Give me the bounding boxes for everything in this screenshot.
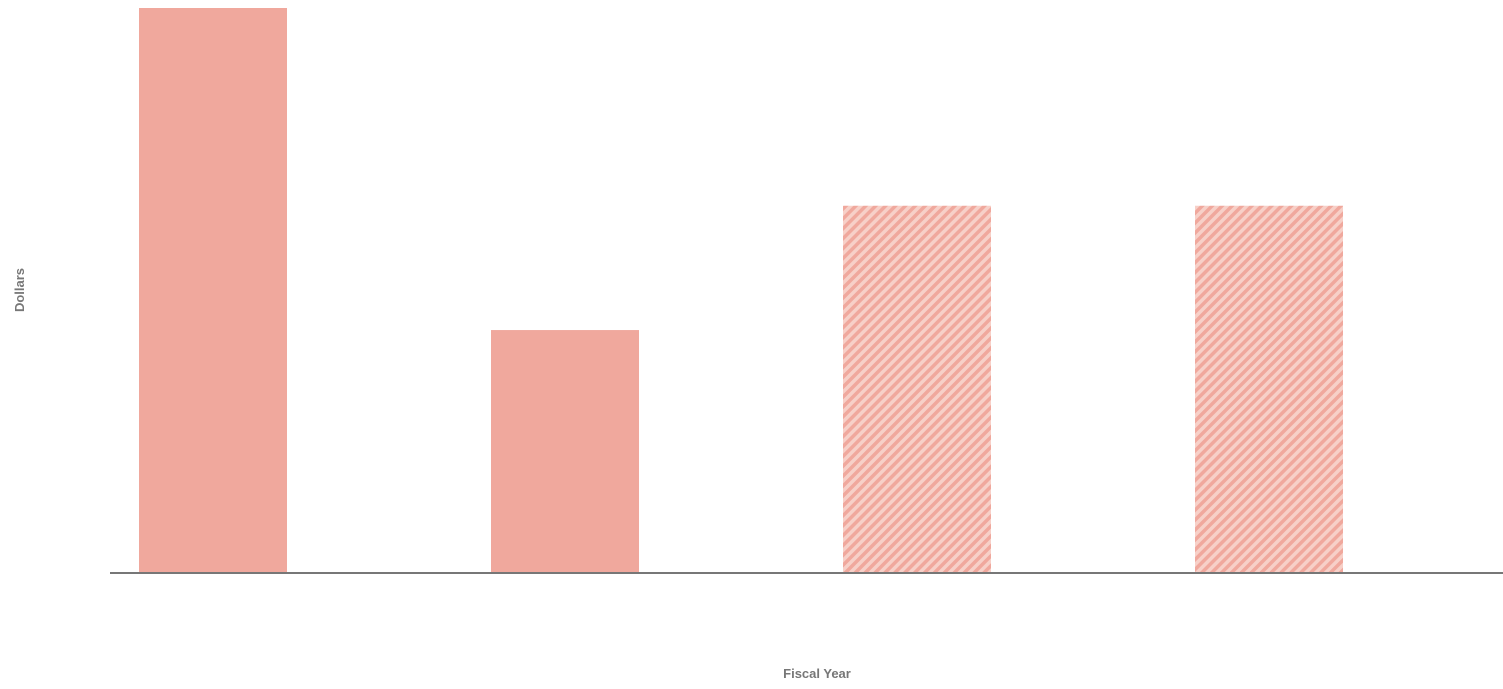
x-axis-title: Fiscal Year	[783, 666, 851, 681]
y-axis-title: Dollars	[12, 268, 27, 312]
bar-2	[491, 330, 639, 573]
bar-projected-4	[1195, 205, 1343, 573]
bar-1	[139, 8, 287, 573]
bar-projected-3	[843, 205, 991, 573]
bars-group	[139, 8, 1343, 573]
